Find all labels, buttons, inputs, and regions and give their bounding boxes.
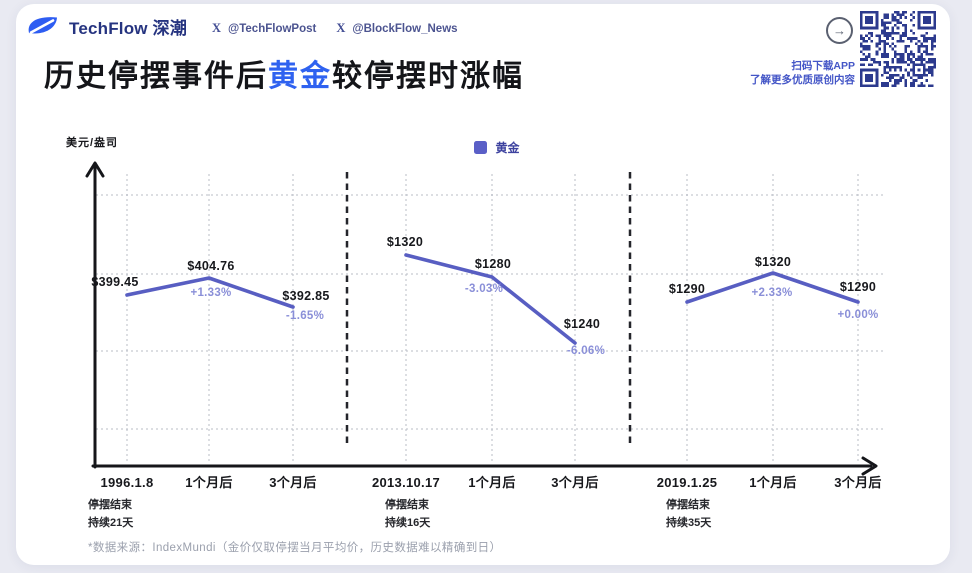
- title-pre: 历史停摆事件后: [44, 60, 268, 93]
- pct-change-label: -1.65%: [286, 310, 324, 322]
- event-dividers: [345, 172, 632, 444]
- data-point-label: $1290: [669, 282, 705, 296]
- x-tick-label: 1个月后: [749, 475, 796, 490]
- pct-change-label: +2.33%: [751, 287, 792, 299]
- infographic-card: TechFlow 深潮 X @TechFlowPost X @BlockFlow…: [16, 4, 950, 565]
- handle-label: @BlockFlow_News: [352, 22, 458, 35]
- x-tick-label: 3个月后: [834, 475, 881, 490]
- arrow-right-icon: →: [833, 23, 846, 38]
- techflow-leaf-icon: [28, 17, 57, 34]
- x-tick-label: 3个月后: [269, 475, 316, 490]
- brand-logo: TechFlow 深潮: [26, 13, 187, 39]
- legend-label-gold: 黄金: [495, 141, 520, 155]
- data-source-footnote: *数据来源：IndexMundi（金价仅取停摆当月平均价，历史数据难以精确到日）: [88, 542, 502, 554]
- pct-change-label: +0.00%: [837, 309, 878, 321]
- chart-legend: 黄金: [30, 139, 964, 156]
- gold-line-segment: [404, 253, 577, 345]
- x-tick-label: 1996.1.8: [100, 475, 153, 490]
- x-tick-label: 2019.1.25: [657, 475, 718, 490]
- gold-line-segment: [685, 271, 860, 304]
- x-tick-label: 2013.10.17: [372, 475, 440, 490]
- download-hint-line1: 扫码下载APP: [791, 60, 855, 72]
- download-hint: 扫码下载APP 了解更多优质原创内容: [750, 59, 855, 87]
- pct-change-label: -3.03%: [465, 283, 503, 295]
- event-note: 持续21天: [88, 515, 134, 529]
- brand-name: TechFlow 深潮: [69, 18, 188, 38]
- data-point-label: $1320: [755, 255, 791, 269]
- download-hint-line2: 了解更多优质原创内容: [750, 74, 855, 86]
- event-note: 停摆结束: [666, 497, 711, 511]
- data-point-label: $399.45: [91, 275, 138, 289]
- gold-line-segment: [125, 276, 295, 309]
- circle-arrow-icon: →: [826, 17, 853, 44]
- event-note: 停摆结束: [385, 497, 430, 511]
- data-point-label: $1240: [564, 317, 600, 331]
- page-title: 历史停摆事件后黄金较停摆时涨幅: [44, 51, 524, 95]
- data-point-label: $1320: [387, 235, 423, 249]
- qr-code: [860, 11, 936, 87]
- handle-blockflow-news[interactable]: X @BlockFlow_News: [336, 21, 457, 36]
- event-note: 停摆结束: [88, 497, 133, 511]
- x-tick-label: 3个月后: [551, 475, 598, 490]
- data-point-label: $404.76: [187, 259, 234, 273]
- y-axis-arrow-icon: [85, 161, 105, 178]
- event-note: 持续16天: [385, 515, 431, 529]
- x-twitter-icon: X: [336, 21, 346, 35]
- x-tick-label: 1个月后: [185, 475, 232, 490]
- gold-series: [125, 253, 860, 345]
- gold-price-chart: $399.45 $404.76 $392.85 +1.33% -1.65% $1320 $1…: [85, 161, 884, 529]
- social-handles: X @TechFlowPost X @BlockFlow_News: [212, 21, 458, 36]
- pct-change-label: +1.33%: [190, 287, 231, 299]
- legend-swatch-gold: [474, 141, 488, 154]
- data-point-label: $1290: [840, 280, 876, 294]
- gridlines: [96, 174, 884, 464]
- x-tick-label: 1个月后: [468, 475, 515, 490]
- event-note: 持续35天: [666, 515, 712, 529]
- data-labels: $399.45 $404.76 $392.85 +1.33% -1.65% $1320 $1…: [91, 235, 878, 357]
- title-highlight: 黄金: [268, 60, 332, 93]
- data-point-label: $392.85: [282, 289, 329, 303]
- data-point-label: $1280: [475, 257, 511, 271]
- handle-label: @TechFlowPost: [228, 22, 317, 35]
- x-axis-arrow-icon: [861, 456, 878, 476]
- pct-change-label: -6.06%: [567, 345, 605, 357]
- y-axis-label: 美元/盎司: [66, 137, 119, 149]
- title-post: 较停摆时涨幅: [332, 60, 524, 93]
- x-twitter-icon: X: [212, 21, 222, 35]
- handle-techflowpost[interactable]: X @TechFlowPost: [212, 21, 316, 36]
